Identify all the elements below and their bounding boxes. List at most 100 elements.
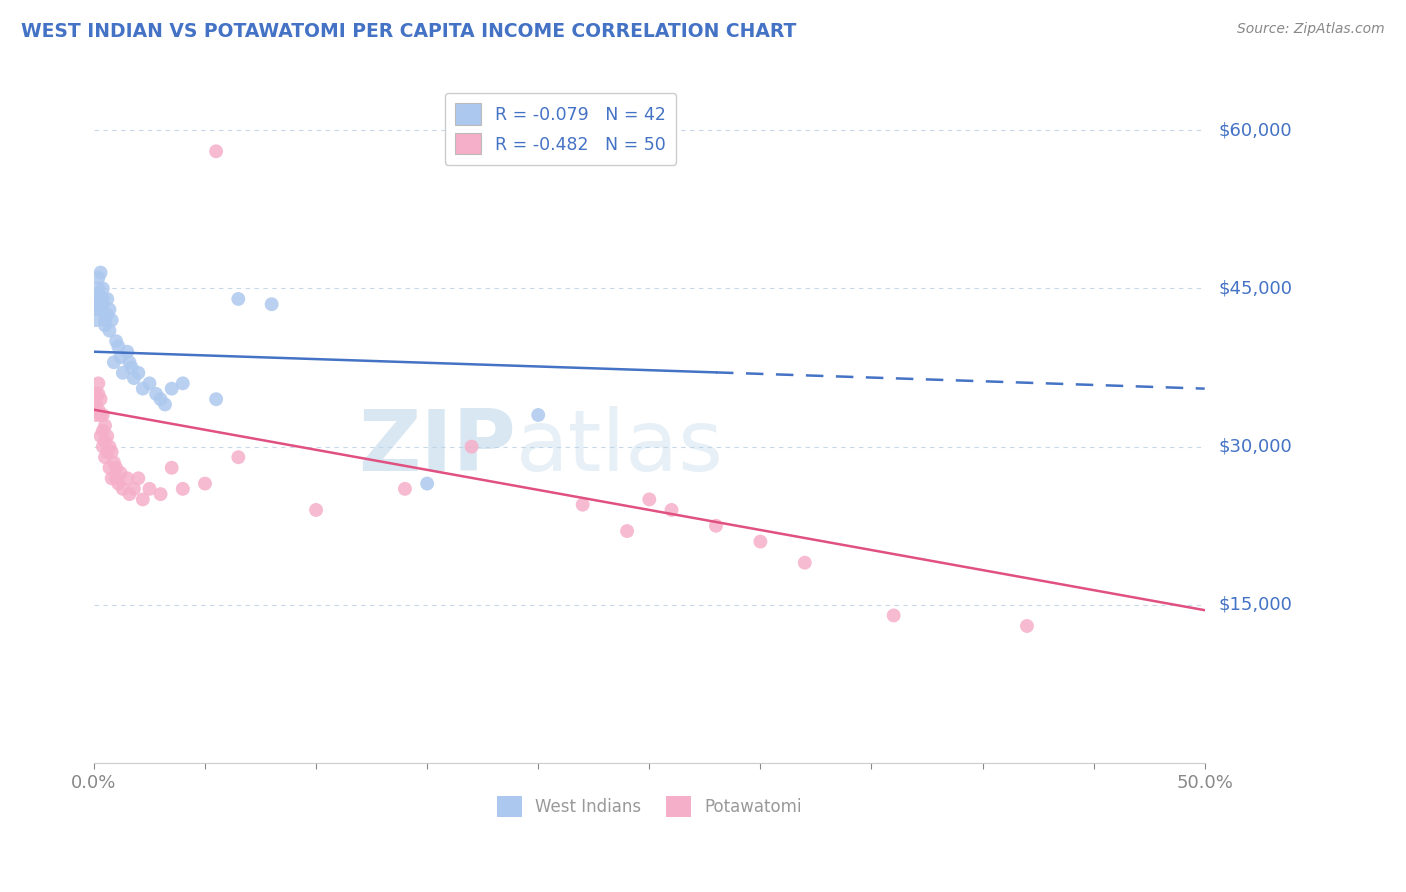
Legend: West Indians, Potawatomi: West Indians, Potawatomi — [491, 789, 808, 823]
Point — [1015, 619, 1038, 633]
Point — [111, 366, 134, 380]
Point — [87, 376, 110, 391]
Text: $45,000: $45,000 — [1219, 279, 1292, 297]
Point — [616, 524, 638, 538]
Point — [90, 392, 112, 407]
Point — [96, 429, 118, 443]
Point — [121, 360, 143, 375]
Point — [132, 492, 155, 507]
Point — [105, 471, 128, 485]
Point — [105, 460, 128, 475]
Point — [90, 266, 112, 280]
Point — [91, 281, 114, 295]
Point — [305, 503, 328, 517]
Text: Source: ZipAtlas.com: Source: ZipAtlas.com — [1237, 22, 1385, 37]
Point — [105, 334, 128, 348]
Point — [132, 382, 155, 396]
Point — [117, 344, 139, 359]
Text: WEST INDIAN VS POTAWATOMI PER CAPITA INCOME CORRELATION CHART: WEST INDIAN VS POTAWATOMI PER CAPITA INC… — [21, 22, 796, 41]
Point — [205, 145, 228, 159]
Point — [127, 366, 149, 380]
Point — [91, 408, 114, 422]
Point — [94, 418, 117, 433]
Point — [96, 445, 118, 459]
Point — [94, 318, 117, 333]
Point — [100, 471, 122, 485]
Point — [160, 460, 183, 475]
Point — [127, 471, 149, 485]
Point — [87, 402, 110, 417]
Point — [84, 408, 107, 422]
Point — [94, 313, 117, 327]
Point — [103, 455, 125, 469]
Text: atlas: atlas — [516, 406, 724, 489]
Point — [84, 292, 107, 306]
Point — [107, 476, 129, 491]
Text: $30,000: $30,000 — [1219, 438, 1292, 456]
Point — [96, 308, 118, 322]
Point — [98, 460, 121, 475]
Point — [91, 424, 114, 438]
Point — [260, 297, 283, 311]
Point — [84, 397, 107, 411]
Text: ZIP: ZIP — [359, 406, 516, 489]
Point — [117, 471, 139, 485]
Point — [571, 498, 593, 512]
Point — [87, 297, 110, 311]
Point — [84, 387, 107, 401]
Point — [100, 445, 122, 459]
Point — [94, 450, 117, 465]
Point — [638, 492, 661, 507]
Point — [145, 387, 167, 401]
Point — [90, 408, 112, 422]
Point — [87, 387, 110, 401]
Point — [91, 292, 114, 306]
Point — [394, 482, 416, 496]
Point — [98, 302, 121, 317]
Point — [749, 534, 772, 549]
Point — [149, 392, 172, 407]
Point — [94, 434, 117, 449]
Point — [110, 466, 132, 480]
Point — [90, 292, 112, 306]
Point — [160, 382, 183, 396]
Point — [138, 482, 160, 496]
Point — [100, 313, 122, 327]
Point — [883, 608, 905, 623]
Point — [793, 556, 815, 570]
Point — [122, 371, 145, 385]
Point — [84, 313, 107, 327]
Point — [84, 302, 107, 317]
Point — [228, 292, 250, 306]
Point — [704, 518, 727, 533]
Point — [98, 324, 121, 338]
Point — [149, 487, 172, 501]
Point — [110, 350, 132, 364]
Point — [87, 286, 110, 301]
Point — [98, 440, 121, 454]
Point — [138, 376, 160, 391]
Text: $60,000: $60,000 — [1219, 121, 1292, 139]
Point — [527, 408, 550, 422]
Point — [111, 482, 134, 496]
Point — [87, 271, 110, 285]
Point — [205, 392, 228, 407]
Point — [96, 292, 118, 306]
Point — [661, 503, 683, 517]
Point — [153, 397, 176, 411]
Point — [460, 440, 482, 454]
Point — [118, 355, 141, 369]
Point — [172, 376, 194, 391]
Point — [107, 339, 129, 353]
Point — [91, 297, 114, 311]
Point — [103, 355, 125, 369]
Point — [416, 476, 439, 491]
Point — [90, 429, 112, 443]
Point — [118, 487, 141, 501]
Point — [228, 450, 250, 465]
Point — [194, 476, 217, 491]
Point — [87, 281, 110, 295]
Point — [172, 482, 194, 496]
Point — [91, 440, 114, 454]
Point — [90, 302, 112, 317]
